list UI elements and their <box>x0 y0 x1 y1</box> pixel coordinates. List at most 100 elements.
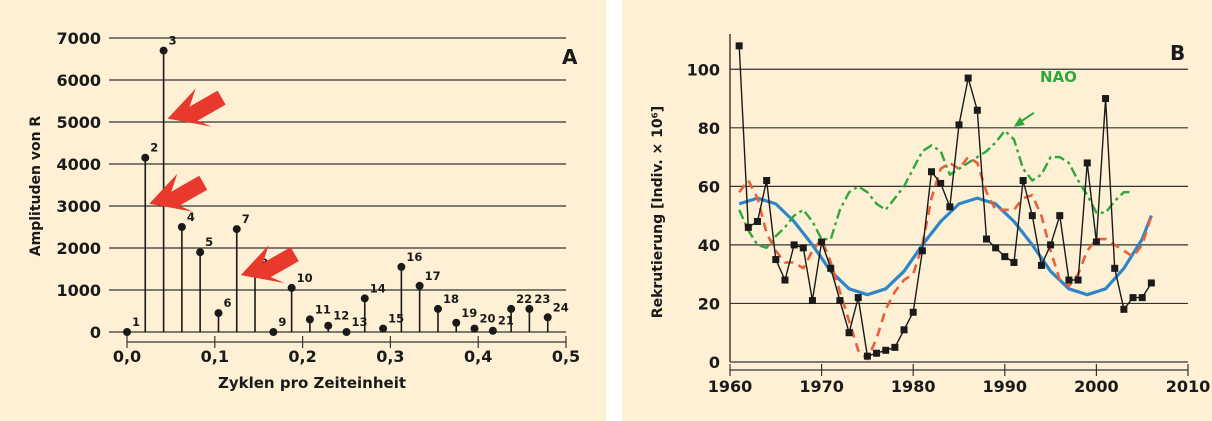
x-tick-label-b: 1970 <box>799 377 844 396</box>
stem-point-label: 16 <box>406 250 422 264</box>
data-point-b <box>1147 279 1155 287</box>
data-point-b <box>973 106 981 114</box>
stem-point-label: 14 <box>370 281 386 295</box>
y-ticks-a: 0 1000 2000 3000 4000 5000 6000 7000 <box>56 29 101 342</box>
highlight-arrow <box>149 173 208 212</box>
data-point-b <box>854 294 862 302</box>
x-tick-label-b: 2000 <box>1074 377 1119 396</box>
x-tick-label-a: 0,4 <box>464 347 492 366</box>
series-line-dash-dot <box>738 129 1133 250</box>
data-point-b <box>1010 258 1018 266</box>
stem-point <box>177 223 186 231</box>
chart-panel-b: 0 20 40 60 80 100 1960 1970 1980 1990 2000 2010 B … <box>622 0 1212 421</box>
data-point-b <box>1111 264 1119 272</box>
data-point-b <box>836 297 844 305</box>
y-tick-label-a: 2000 <box>56 239 101 258</box>
y-tick-label-b: 40 <box>698 236 720 255</box>
x-tick-label-b: 1960 <box>708 377 753 396</box>
stem-point-label: 20 <box>480 312 496 326</box>
y-tick-label-b: 20 <box>698 294 720 313</box>
x-ticks-b: 1960 1970 1980 1990 2000 2010 <box>708 364 1210 396</box>
y-tick-label-a: 4000 <box>56 155 101 174</box>
data-point-b <box>1138 294 1146 302</box>
highlight-arrow <box>167 88 226 127</box>
y-tick-label-a: 1000 <box>56 281 101 300</box>
data-point-b <box>1120 305 1128 313</box>
data-point-b <box>992 244 1000 252</box>
stem-point <box>397 262 406 271</box>
arrows-a <box>149 88 299 284</box>
x-tick-label-b: 1980 <box>891 377 936 396</box>
data-point-b <box>827 264 835 272</box>
stem-point-label: 4 <box>187 210 195 224</box>
stem-point <box>305 315 314 324</box>
stem-point <box>141 153 150 162</box>
nao-arrow-head <box>1013 116 1025 127</box>
stem-point-label: 13 <box>352 315 368 329</box>
data-point-b <box>1028 212 1036 220</box>
y-tick-label-b: 80 <box>698 119 720 138</box>
stem-point <box>214 309 223 318</box>
series-line-solid-markers <box>738 45 1152 357</box>
stem-point <box>470 324 479 333</box>
stem-point-label: 18 <box>443 292 459 306</box>
stem-point-label: 19 <box>461 306 477 320</box>
series-b <box>735 42 1155 361</box>
data-point-b <box>818 238 826 246</box>
x-axis-label-a: Zyklen pro Zeiteinheit <box>218 374 406 392</box>
data-point-b <box>799 244 807 252</box>
stem-point-label: 12 <box>333 309 349 323</box>
data-point-b <box>946 203 954 211</box>
data-point-b <box>1129 294 1137 302</box>
data-point-b <box>900 326 908 334</box>
data-point-b <box>982 235 990 243</box>
stem-point <box>123 328 131 336</box>
data-point-b <box>808 297 816 305</box>
data-point-b <box>1092 238 1100 246</box>
data-point-b <box>845 329 853 337</box>
stem-point <box>452 318 461 327</box>
data-point-b <box>909 308 917 316</box>
stem-point-label: 24 <box>553 300 569 314</box>
data-point-b <box>891 343 899 351</box>
stem-point-label: 3 <box>169 34 177 48</box>
data-point-b <box>1083 159 1091 167</box>
panel-label-b: B <box>1170 41 1185 65</box>
stem-point <box>196 248 205 257</box>
data-point-b <box>873 349 881 357</box>
y-tick-label-b: 60 <box>698 177 720 196</box>
stem-point <box>525 304 534 313</box>
stem-point <box>287 283 296 292</box>
y-tick-label-a: 7000 <box>56 29 101 48</box>
stem-point <box>415 281 424 290</box>
y-ticks-b: 0 20 40 60 80 100 <box>687 60 720 372</box>
data-point-b <box>790 241 798 249</box>
arrow-shape <box>240 245 299 284</box>
stem-point <box>232 225 241 234</box>
data-point-b <box>964 74 972 82</box>
stem-point-label: 7 <box>242 212 250 226</box>
y-tick-label-a: 3000 <box>56 197 101 216</box>
data-point-b <box>772 256 780 264</box>
stem-point <box>269 328 278 336</box>
data-point-b <box>918 247 926 255</box>
series-line-dashed <box>738 155 1153 361</box>
data-point-b <box>1056 212 1064 220</box>
data-point-b <box>937 179 945 187</box>
stem-point <box>159 46 168 55</box>
arrow-shape <box>167 88 226 127</box>
arrow-shape <box>149 173 208 212</box>
stem-point-label: 2 <box>150 141 158 155</box>
stem-point-label: 6 <box>223 296 231 310</box>
grid-a <box>109 37 566 333</box>
data-point-b <box>863 352 871 360</box>
data-point-b <box>928 168 936 176</box>
stem-point-label: 9 <box>278 315 286 329</box>
x-tick-label-a: 0,3 <box>376 347 404 366</box>
data-point-b <box>753 217 761 225</box>
stem-point-label: 1 <box>132 315 140 329</box>
data-point-b <box>1102 95 1110 103</box>
y-tick-label-a: 0 <box>90 323 101 342</box>
